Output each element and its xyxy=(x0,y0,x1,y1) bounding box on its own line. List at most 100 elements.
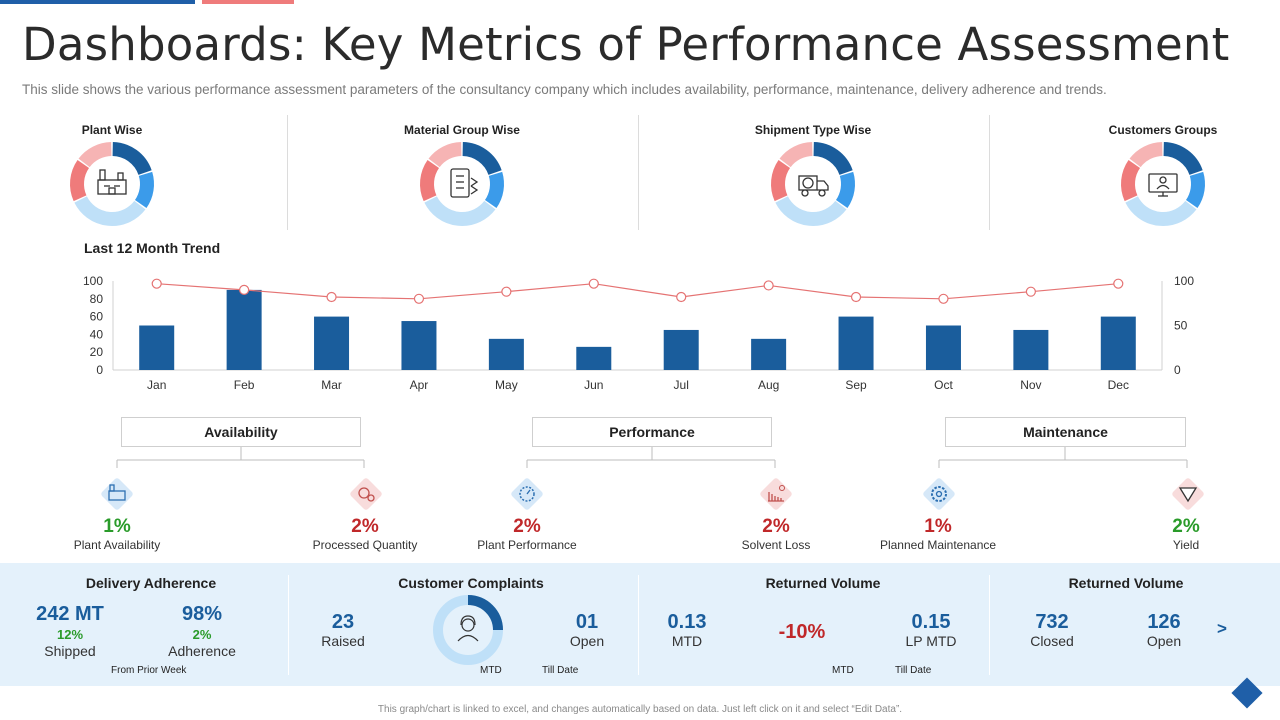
delivery-truck-icon xyxy=(798,175,829,197)
line-point-oct xyxy=(938,293,949,304)
x-tick-label: Sep xyxy=(845,378,867,392)
left-tick-label: 100 xyxy=(83,274,103,288)
bar-feb xyxy=(226,289,262,370)
donut-rings xyxy=(70,142,1205,226)
category-performance: Performance xyxy=(532,417,772,447)
left-tick-label: 40 xyxy=(90,327,104,341)
factory-gear-icon xyxy=(101,478,133,510)
gear-cluster-icon xyxy=(350,478,382,510)
donut-segment xyxy=(779,142,813,168)
category-maintenance: Maintenance xyxy=(945,417,1186,447)
returned-volume-2-title: Returned Volume xyxy=(1068,575,1184,591)
donut-label: Plant Wise xyxy=(81,123,143,137)
factory-icon xyxy=(97,169,127,195)
chart-title: Last 12 Month Trend xyxy=(84,240,221,256)
line-point-jan xyxy=(151,278,162,289)
donut-ring-plant xyxy=(70,142,154,226)
left-tick-label: 20 xyxy=(90,345,104,359)
line-point-nov xyxy=(1025,286,1036,297)
trend-chart: 100 80 60 40 20 0 100 50 0 Jan Feb Mar Apr May Jun Jul A… xyxy=(83,274,1194,392)
donut-ring-shipment xyxy=(771,142,855,226)
donut-segment xyxy=(112,142,152,176)
donut-segment xyxy=(1163,142,1203,176)
bracket-connectors xyxy=(116,447,1188,468)
metric-icons xyxy=(101,478,1204,510)
adherence-change: 2% xyxy=(192,627,212,642)
delivery-adherence-title: Delivery Adherence xyxy=(85,575,217,591)
donut-shipment-type-wise: Shipment Type Wise xyxy=(723,123,903,137)
metric-value: 2% xyxy=(762,516,790,537)
footer-note: This graph/chart is linked to excel, and… xyxy=(377,704,903,715)
x-tick-label: Jan xyxy=(147,378,166,392)
customer-complaints-title: Customer Complaints xyxy=(398,575,544,591)
metric-value: 2% xyxy=(351,516,379,537)
complaints-ring-arc xyxy=(467,595,503,631)
returned-lp-label: LP MTD xyxy=(905,633,957,649)
checklist-tablet-icon xyxy=(450,168,479,198)
bar-oct xyxy=(925,325,961,370)
closed-label: Closed xyxy=(1030,633,1074,649)
donut-ring-customers xyxy=(1121,142,1205,226)
x-tick-label: Oct xyxy=(934,378,953,392)
support-agent-icon xyxy=(457,615,479,642)
line-point-apr xyxy=(413,293,425,304)
page-title: Dashboards: Key Metrics of Performance A… xyxy=(22,18,1230,71)
bar-jan xyxy=(139,325,175,370)
donut-segment xyxy=(78,142,112,168)
donut-segment xyxy=(835,171,855,208)
adherence-value: 98% xyxy=(181,603,223,625)
accent-bar-blue xyxy=(0,0,195,4)
divider xyxy=(287,115,288,230)
donut-segment xyxy=(1125,196,1197,226)
bar-apr xyxy=(401,321,437,370)
x-tick-label: Feb xyxy=(234,378,255,392)
line-point-dec xyxy=(1113,278,1124,289)
divider xyxy=(989,115,990,230)
next-button[interactable]: > xyxy=(1217,619,1227,638)
x-tick-label: Jul xyxy=(674,378,689,392)
left-tick-label: 60 xyxy=(90,310,104,324)
metric-value: 2% xyxy=(513,516,541,537)
donut-segment xyxy=(428,142,462,168)
bar-jun xyxy=(576,346,612,370)
x-tick-label: Apr xyxy=(410,378,429,392)
bar-jul xyxy=(663,329,699,370)
complaints-mtd: MTD xyxy=(480,665,502,676)
donut-segment xyxy=(1129,142,1163,168)
gauge-gear-icon xyxy=(511,478,543,510)
metric-label: Solvent Loss xyxy=(741,538,811,552)
returned-mtd-label: MTD xyxy=(671,633,703,649)
x-tick-label: May xyxy=(495,378,518,392)
donut-segment xyxy=(424,196,496,226)
donut-plant-wise: Plant Wise xyxy=(22,123,202,137)
donut-segment xyxy=(1121,160,1141,202)
metric-value: 1% xyxy=(924,516,952,537)
kpi-band xyxy=(0,563,1280,686)
returned-open-value: 126 xyxy=(1147,611,1181,633)
donut-segment xyxy=(74,196,146,226)
chart-down-icon xyxy=(760,478,792,510)
right-tick-label: 0 xyxy=(1174,363,1181,377)
divider xyxy=(989,575,990,675)
shipped-change: 12% xyxy=(56,627,84,642)
x-tick-label: Dec xyxy=(1108,378,1129,392)
accent-bar-red xyxy=(202,0,294,4)
x-tick-label: Jun xyxy=(584,378,603,392)
right-tick-label: 50 xyxy=(1174,319,1188,333)
x-tick-label: Mar xyxy=(321,378,342,392)
customer-monitor-icon xyxy=(1148,173,1178,197)
x-tick-label: Aug xyxy=(758,378,779,392)
donut-material-group-wise: Material Group Wise xyxy=(372,123,552,137)
returned-change: -10% xyxy=(778,621,826,643)
line-point-aug xyxy=(763,280,774,291)
x-tick-label: Nov xyxy=(1020,378,1041,392)
shipped-label: Shipped xyxy=(44,643,96,659)
donut-segment xyxy=(70,160,90,202)
line-point-sep xyxy=(850,291,862,303)
bar-mar xyxy=(314,316,350,370)
line-point-jun xyxy=(588,278,599,289)
metric-label: Plant Availability xyxy=(73,538,161,552)
donut-segment xyxy=(134,171,154,208)
donut-segment xyxy=(775,196,847,226)
complaints-ring xyxy=(433,595,503,665)
